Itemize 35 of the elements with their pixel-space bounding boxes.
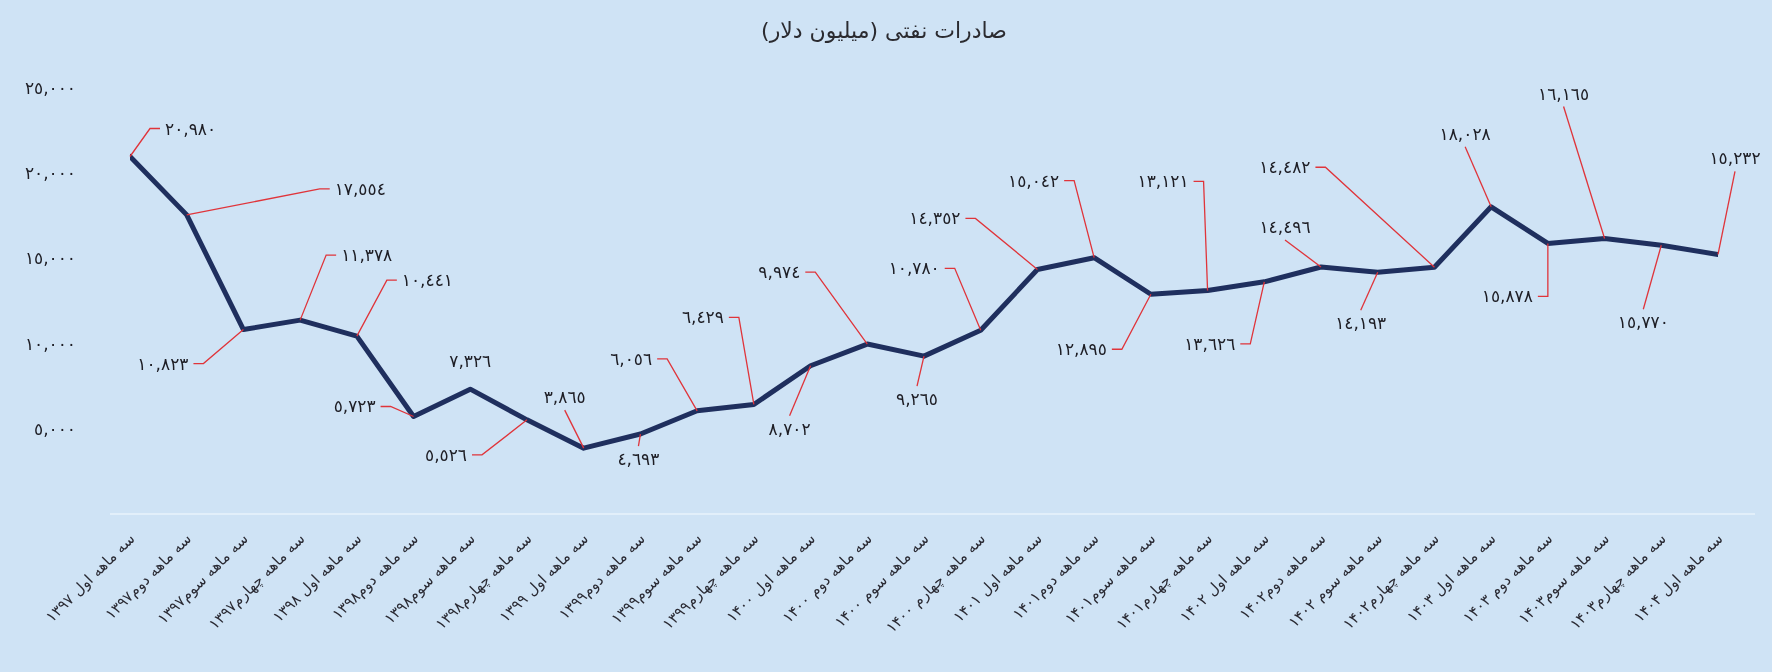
data-label: ٣,٨٦٥ xyxy=(543,387,586,408)
y-tick-label: ٢٥,٠٠٠ xyxy=(24,78,76,99)
data-label: ٩,٩٧٤ xyxy=(758,262,801,283)
data-label: ١٧,٥٥٤ xyxy=(334,178,386,199)
y-tick-label: ٢٠,٠٠٠ xyxy=(24,163,76,184)
data-label: ١١,٣٧٨ xyxy=(341,245,393,266)
data-label: ٦,٠٥٦ xyxy=(610,348,653,369)
data-label: ١٥,٢٣٢ xyxy=(1709,148,1761,169)
data-label: ١٨,٠٢٨ xyxy=(1439,123,1491,144)
data-label: ١٤,٣٥٢ xyxy=(909,208,961,229)
data-label: ٩,٢٦٥ xyxy=(896,389,938,410)
y-tick-label: ١٥,٠٠٠ xyxy=(24,248,76,269)
chart-title: صادرات نفتی (میلیون دلار) xyxy=(761,18,1007,43)
data-label: ٧,٣٢٦ xyxy=(449,351,492,372)
data-label: ٥,٥٢٦ xyxy=(425,444,467,465)
data-label: ١٠,٨٢٣ xyxy=(137,353,189,374)
data-label: ١٠,٤٤١ xyxy=(401,270,453,291)
data-label: ١٣,٦٢٦ xyxy=(1184,333,1236,354)
data-label: ٤,٦٩٣ xyxy=(617,449,660,470)
y-tick-label: ١٠,٠٠٠ xyxy=(24,333,76,354)
data-label: ٦,٤٢٩ xyxy=(681,307,724,328)
data-label: ١٤,٤٩٦ xyxy=(1259,216,1311,237)
data-label: ١٦,١٦٥ xyxy=(1538,83,1590,104)
data-label: ١٤,١٩٣ xyxy=(1335,313,1387,334)
data-label: ١٥,٠٤٢ xyxy=(1008,170,1060,191)
data-label: ١٤,٤٨٢ xyxy=(1259,157,1311,178)
data-label: ٢٠,٩٨٠ xyxy=(165,118,217,139)
data-label: ١٣,١٢١ xyxy=(1137,171,1189,192)
data-label: ٥,٧٢٣ xyxy=(333,396,376,417)
data-label: ٨,٧٠٢ xyxy=(768,418,811,439)
data-label: ١٥,٧٧٠ xyxy=(1617,312,1669,333)
data-label: ١٠,٧٨٠ xyxy=(888,258,940,279)
data-label: ١٢,٨٩٥ xyxy=(1055,339,1107,360)
y-tick-label: ٥,٠٠٠ xyxy=(34,418,76,439)
data-label: ١٥,٨٧٨ xyxy=(1481,286,1533,307)
